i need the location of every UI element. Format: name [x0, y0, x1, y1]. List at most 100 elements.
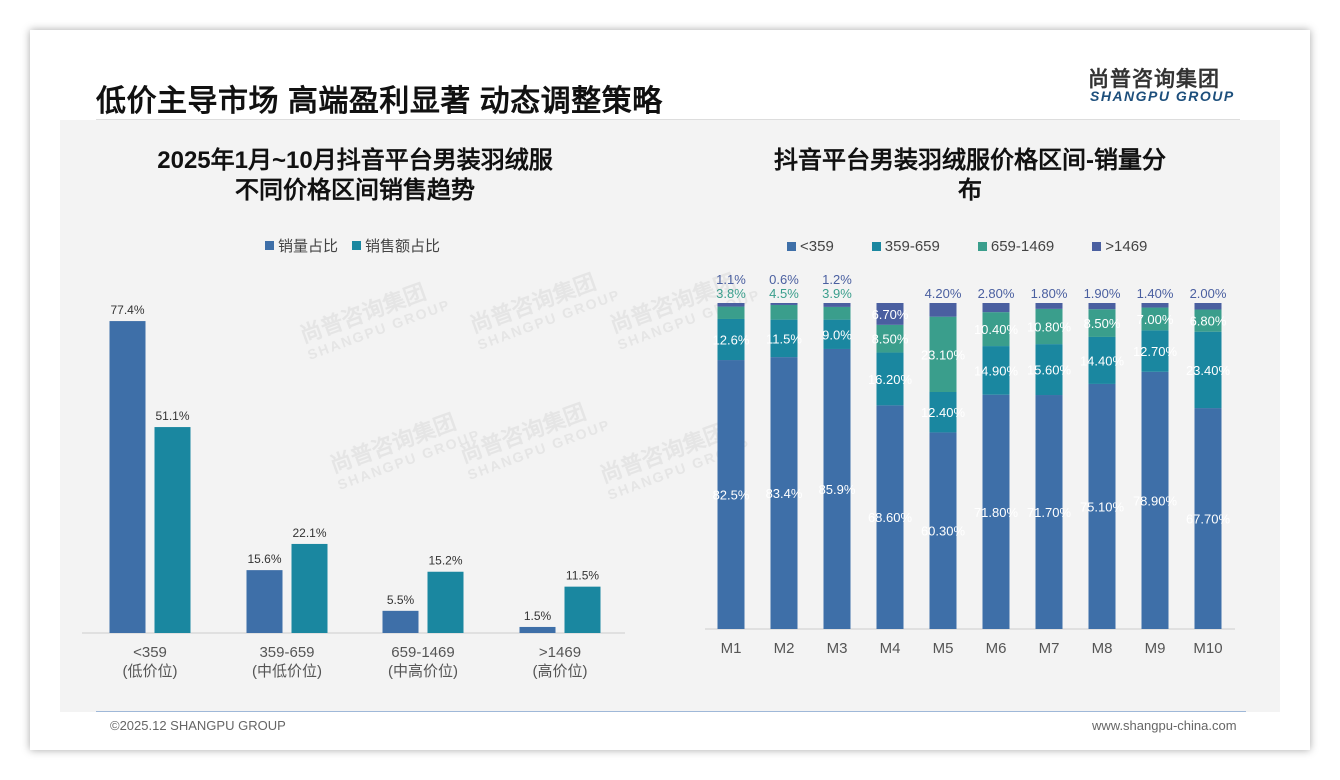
stacked-bar-segment [929, 391, 957, 433]
stacked-bar-segment [876, 352, 904, 406]
stacked-bar-segment [1141, 371, 1169, 629]
data-label: 15.6% [247, 552, 281, 566]
data-label: 68.60% [868, 510, 913, 525]
bar [246, 570, 283, 633]
data-label: 12.6% [713, 333, 750, 348]
data-label: 60.30% [921, 524, 966, 539]
data-label: 2.00% [1190, 286, 1227, 301]
stacked-bar-segment [982, 312, 1010, 347]
footer-website[interactable]: www.shangpu-china.com [1092, 718, 1237, 733]
data-label: 9.0% [822, 327, 852, 342]
legend-item: 659-1469 [977, 238, 1054, 255]
x-tick-label: M9 [1145, 640, 1166, 657]
data-label: 8.50% [1084, 316, 1121, 331]
legend-swatch [871, 242, 881, 251]
stacked-bar-segment [823, 319, 851, 349]
left-chart-title: 2025年1月~10月抖音平台男装羽绒服 不同价格区间销售趋势 [157, 147, 553, 204]
x-tick-label: 359-659 [259, 644, 314, 661]
legend-item: 销售额占比 [352, 235, 440, 256]
stacked-bar-segment [929, 316, 957, 392]
legend-swatch [265, 241, 274, 250]
x-tick-label: M5 [933, 640, 954, 657]
stacked-bar-segment [982, 394, 1010, 629]
legend-item: 销量占比 [265, 235, 338, 256]
data-label: 6.80% [1190, 314, 1227, 329]
stacked-bar-segment [1035, 303, 1063, 309]
data-label: 51.1% [155, 409, 189, 423]
data-label: 7.00% [1137, 312, 1174, 327]
stacked-bar-segment [1088, 309, 1116, 337]
x-tick-sublabel: (低价位) [123, 663, 178, 680]
legend-swatch [352, 241, 362, 250]
legend-item: <359 [787, 238, 834, 255]
right-legend: <359 359-659 659-1469 >1469 [787, 238, 1147, 255]
legend-swatch [1092, 242, 1102, 251]
data-label: 10.40% [974, 322, 1019, 337]
stacked-bar-segment [823, 348, 851, 629]
bar [291, 543, 328, 633]
x-tick-sublabel: (中低价位) [252, 663, 322, 680]
data-label: 11.5% [566, 569, 599, 583]
footer-copyright: ©2025.12 SHANGPU GROUP [110, 718, 286, 733]
stacked-bar-segment [1141, 303, 1169, 308]
data-label: 78.90% [1133, 493, 1178, 508]
x-tick-label: M6 [986, 640, 1007, 657]
data-label: 67.70% [1186, 512, 1231, 527]
data-label: 5.5% [387, 593, 415, 607]
data-label: 16.20% [868, 372, 913, 387]
data-label: 1.1% [716, 272, 746, 287]
data-label: 4.20% [925, 286, 962, 301]
legend-swatch [787, 242, 796, 251]
data-label: 71.70% [1027, 505, 1072, 520]
data-label: 14.90% [974, 363, 1019, 378]
data-label: 71.80% [974, 505, 1019, 520]
stacked-bar-segment [876, 405, 904, 629]
data-label: 12.40% [921, 405, 966, 420]
x-tick-label: >1469 [539, 644, 581, 661]
data-label: 82.5% [713, 488, 750, 503]
x-tick-label: 659-1469 [391, 644, 454, 661]
x-tick-label: M10 [1193, 640, 1222, 657]
x-tick-label: M1 [721, 640, 742, 657]
right-chart-title: 抖音平台男装羽绒服价格区间-销量分布 [774, 147, 1166, 204]
stacked-bar-segment [1194, 331, 1222, 409]
data-label: 15.2% [428, 554, 462, 568]
stacked-bar-segment [1035, 395, 1063, 629]
data-label: 23.40% [1186, 363, 1231, 378]
stacked-bar-segment [770, 304, 798, 320]
stacked-bar-segment [1141, 307, 1169, 331]
stacked-bar-segment [1088, 303, 1116, 310]
bar [109, 321, 146, 633]
data-label: 15.60% [1027, 363, 1072, 378]
x-tick-label: M2 [774, 640, 795, 657]
stacked-bar-segment [717, 318, 745, 361]
legend-swatch [977, 242, 987, 251]
data-label: 75.10% [1080, 499, 1125, 514]
data-label: 1.40% [1137, 286, 1174, 301]
stacked-bar-segment [1194, 303, 1222, 310]
stacked-bar-segment [1088, 336, 1116, 384]
x-tick-label: <359 [133, 644, 167, 661]
logo-en: SHANGPU GROUP [1090, 88, 1235, 104]
data-label: 85.9% [819, 482, 856, 497]
legend-item: 359-659 [871, 238, 940, 255]
footer-divider [96, 711, 1246, 712]
data-label: 0.6% [769, 272, 799, 287]
data-label: 6.70% [872, 307, 909, 322]
stacked-bar-segment [876, 324, 904, 353]
x-tick-sublabel: (高价位) [533, 663, 588, 680]
x-tick-label: M4 [880, 640, 901, 657]
bar [427, 571, 464, 633]
x-tick-sublabel: (中高价位) [388, 663, 458, 680]
stacked-bar-segment [1194, 309, 1222, 332]
data-label: 1.2% [822, 272, 852, 287]
stacked-bar-segment [770, 319, 798, 358]
bar [519, 626, 556, 633]
stacked-bar-segment [717, 303, 745, 307]
stacked-bar-segment [1088, 383, 1116, 629]
stacked-bar-segment [770, 303, 798, 305]
data-label: 1.80% [1031, 286, 1068, 301]
data-label: 8.50% [872, 332, 909, 347]
stacked-bar-segment [823, 303, 851, 307]
